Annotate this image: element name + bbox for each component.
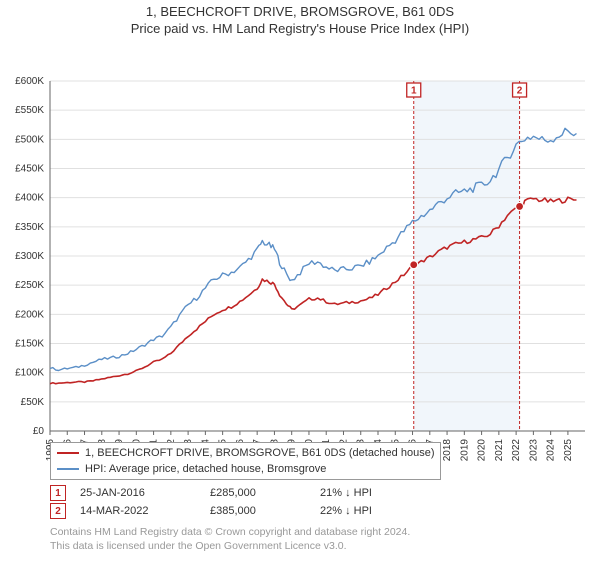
attribution-footer: Contains HM Land Registry data © Crown c… bbox=[50, 526, 410, 553]
svg-text:2024: 2024 bbox=[546, 439, 557, 462]
svg-text:£250K: £250K bbox=[15, 280, 44, 291]
sale-marker-icon: 2 bbox=[50, 503, 66, 519]
svg-text:2019: 2019 bbox=[459, 439, 470, 462]
svg-text:£450K: £450K bbox=[15, 164, 44, 175]
svg-text:£400K: £400K bbox=[15, 193, 44, 204]
svg-text:£0: £0 bbox=[33, 426, 45, 437]
title-line-1: 1, BEECHCROFT DRIVE, BROMSGROVE, B61 0DS bbox=[0, 4, 600, 19]
svg-text:1: 1 bbox=[411, 86, 417, 97]
legend-label: 1, BEECHCROFT DRIVE, BROMSGROVE, B61 0DS… bbox=[85, 447, 434, 459]
svg-text:2018: 2018 bbox=[442, 439, 453, 462]
sales-table: 1 25-JAN-2016£285,00021% ↓ HPI 2 14-MAR-202… bbox=[50, 484, 430, 520]
legend-swatch bbox=[57, 452, 79, 454]
sale-price: £285,000 bbox=[210, 487, 320, 499]
svg-text:£500K: £500K bbox=[15, 134, 44, 145]
sales-row: 1 25-JAN-2016£285,00021% ↓ HPI bbox=[50, 484, 430, 502]
sale-date: 25-JAN-2016 bbox=[80, 487, 210, 499]
sale-delta: 21% ↓ HPI bbox=[320, 487, 430, 499]
legend: 1, BEECHCROFT DRIVE, BROMSGROVE, B61 0DS… bbox=[50, 442, 441, 480]
price-chart: £0 £50K £100K £150K £200K £250K £300K £350K £400… bbox=[0, 36, 600, 471]
legend-swatch bbox=[57, 468, 79, 470]
svg-text:£350K: £350K bbox=[15, 222, 44, 233]
svg-text:2022: 2022 bbox=[511, 439, 522, 462]
svg-text:£550K: £550K bbox=[15, 105, 44, 116]
legend-label: HPI: Average price, detached house, Brom… bbox=[85, 463, 326, 475]
svg-text:2: 2 bbox=[517, 86, 523, 97]
svg-text:£50K: £50K bbox=[21, 397, 45, 408]
sales-row: 2 14-MAR-2022£385,00022% ↓ HPI bbox=[50, 502, 430, 520]
svg-text:£150K: £150K bbox=[15, 339, 44, 350]
svg-text:£100K: £100K bbox=[15, 368, 44, 379]
sale-price: £385,000 bbox=[210, 505, 320, 517]
svg-text:£200K: £200K bbox=[15, 309, 44, 320]
svg-text:2023: 2023 bbox=[528, 439, 539, 462]
title-line-2: Price paid vs. HM Land Registry's House … bbox=[0, 21, 600, 36]
legend-row: HPI: Average price, detached house, Brom… bbox=[57, 461, 434, 477]
footer-line-2: This data is licensed under the Open Gov… bbox=[50, 540, 410, 554]
sale-date: 14-MAR-2022 bbox=[80, 505, 210, 517]
svg-text:2025: 2025 bbox=[563, 439, 574, 462]
svg-text:2020: 2020 bbox=[477, 439, 488, 462]
svg-text:2021: 2021 bbox=[494, 439, 505, 462]
footer-line-1: Contains HM Land Registry data © Crown c… bbox=[50, 526, 410, 540]
svg-text:£600K: £600K bbox=[15, 76, 44, 87]
legend-row: 1, BEECHCROFT DRIVE, BROMSGROVE, B61 0DS… bbox=[57, 445, 434, 461]
svg-text:£300K: £300K bbox=[15, 251, 44, 262]
sale-marker-icon: 1 bbox=[50, 485, 66, 501]
sale-delta: 22% ↓ HPI bbox=[320, 505, 430, 517]
